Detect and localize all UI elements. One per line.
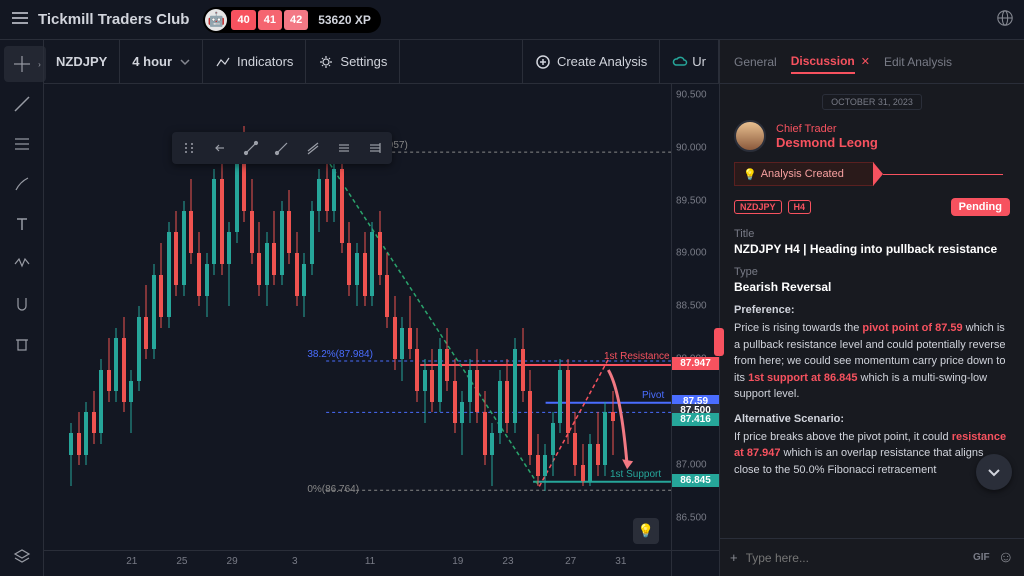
author-avatar[interactable]	[734, 120, 766, 152]
tag-symbol[interactable]: NZDJPY	[734, 200, 782, 214]
toolbar-spacer	[400, 40, 523, 84]
tool-expand-icon[interactable]: ›	[34, 46, 46, 82]
indicators-icon	[215, 54, 231, 70]
pattern-tool[interactable]	[4, 246, 40, 282]
magnet-tool[interactable]	[4, 286, 40, 322]
indicators-button[interactable]: Indicators	[203, 40, 306, 84]
drag-icon[interactable]	[174, 134, 204, 162]
gear-icon	[318, 54, 334, 70]
price-tag: 87.947	[672, 357, 719, 370]
panel-body: OCTOBER 31, 2023 Chief Trader Desmond Le…	[720, 84, 1024, 538]
xp-level: 42	[284, 10, 308, 30]
horizontal-lines-icon[interactable]	[329, 134, 359, 162]
emoji-icon[interactable]: ☺	[998, 549, 1014, 567]
brush-tool[interactable]	[4, 166, 40, 202]
panel-resize-handle[interactable]	[714, 328, 724, 356]
settings-button[interactable]: Settings	[306, 40, 400, 84]
interval-selector[interactable]: 4 hour	[120, 40, 203, 84]
trash-tool[interactable]	[4, 326, 40, 362]
alternative-label: Alternative Scenario:	[734, 413, 1010, 425]
trendline-tool[interactable]	[4, 86, 40, 122]
text-tool[interactable]	[4, 206, 40, 242]
create-analysis-button[interactable]: Create Analysis	[523, 40, 660, 84]
globe-icon[interactable]	[996, 9, 1014, 27]
left-toolbar: ›	[0, 40, 44, 576]
xp-level: 40	[231, 10, 255, 30]
gif-button[interactable]: GIF	[973, 552, 990, 563]
layers-tool[interactable]	[4, 538, 40, 574]
author-name[interactable]: Desmond Leong	[776, 135, 878, 150]
xp-level: 41	[258, 10, 282, 30]
y-axis: 90.50090.00089.50089.00088.50088.00087.5…	[671, 84, 719, 550]
x-axis: 21252931119232731	[44, 551, 671, 576]
chart-plot[interactable]: 💡 100%(89.957)38.2%(87.984)0%(86.764)1st…	[44, 84, 671, 550]
tab-general[interactable]: General	[734, 51, 777, 73]
tab-discussion[interactable]: Discussion	[791, 50, 855, 74]
plus-circle-icon	[535, 54, 551, 70]
alternative-text: If price breaks above the pivot point, i…	[734, 429, 1010, 479]
panel-tabs: General Discussion ✕ Edit Analysis	[720, 40, 1024, 84]
symbol-selector[interactable]: NZDJPY	[44, 40, 120, 84]
brand-title: Tickmill Traders Club	[38, 11, 189, 28]
crosshair-tool[interactable]: ›	[4, 46, 40, 82]
ray-tool-icon[interactable]	[267, 134, 297, 162]
more-tool-icon[interactable]	[360, 134, 390, 162]
price-tag: 87.416	[672, 413, 719, 426]
idea-bulb-icon[interactable]: 💡	[633, 518, 659, 544]
chart-toolbar: NZDJPY 4 hour Indicators Settings Create…	[44, 40, 719, 84]
analysis-ribbon: 💡 Analysis Created	[734, 162, 874, 186]
chevron-down-icon	[180, 57, 190, 67]
parallel-tool-icon[interactable]	[298, 134, 328, 162]
preference-label: Preference:	[734, 304, 1010, 316]
line-tool-icon[interactable]	[236, 134, 266, 162]
scroll-down-button[interactable]	[976, 454, 1012, 490]
xp-total: 53620 XP	[318, 13, 371, 27]
cloud-icon	[672, 54, 688, 70]
cloud-button[interactable]: Ur	[660, 40, 719, 84]
fib-tool[interactable]	[4, 126, 40, 162]
price-tag: 86.845	[672, 474, 719, 487]
arrow-left-icon[interactable]	[205, 134, 235, 162]
plus-icon[interactable]: +	[730, 550, 738, 565]
status-badge: Pending	[951, 198, 1010, 216]
message-input-bar: + GIF ☺	[720, 538, 1024, 576]
title-label: Title	[734, 228, 1010, 240]
message-input[interactable]	[746, 551, 965, 565]
type-label: Type	[734, 266, 1010, 278]
preference-text: Price is rising towards the pivot point …	[734, 320, 1010, 403]
date-chip: OCTOBER 31, 2023	[822, 94, 922, 110]
drawing-toolbar	[172, 132, 392, 164]
menu-icon[interactable]	[10, 8, 30, 31]
author-role: Chief Trader	[776, 123, 878, 135]
xp-avatar-icon: 🤖	[205, 9, 227, 31]
tag-timeframe[interactable]: H4	[788, 200, 812, 214]
analysis-title: NZDJPY H4 | Heading into pullback resist…	[734, 242, 1010, 256]
close-tab-icon[interactable]: ✕	[861, 55, 870, 68]
tab-edit-analysis[interactable]: Edit Analysis	[884, 51, 952, 73]
analysis-type: Bearish Reversal	[734, 280, 1010, 294]
xp-pill[interactable]: 🤖 404142 53620 XP	[203, 7, 380, 33]
